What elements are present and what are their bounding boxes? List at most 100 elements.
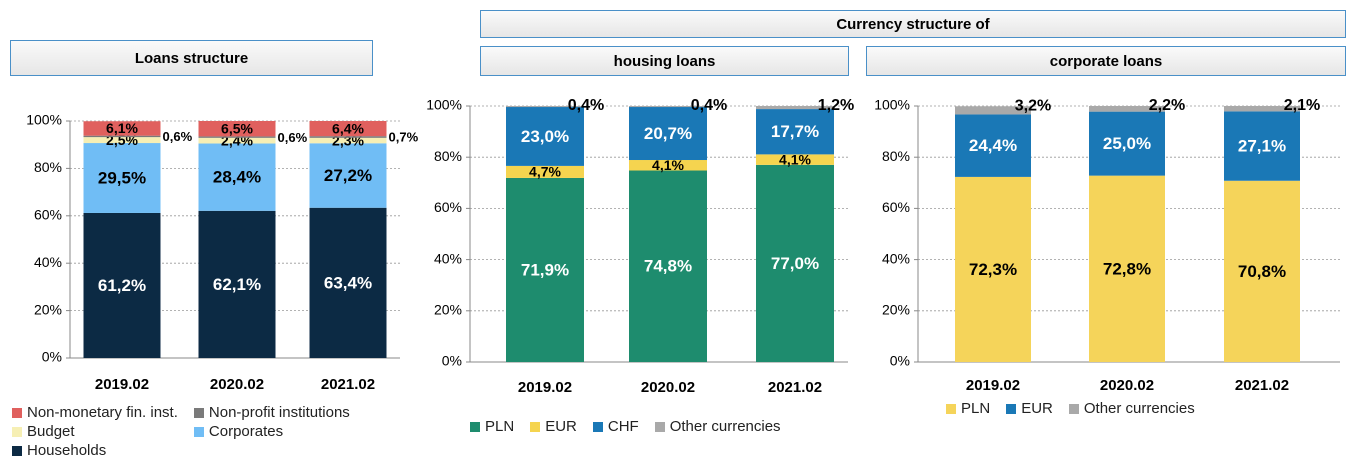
bar-segment xyxy=(506,177,584,362)
data-label: 0,6% xyxy=(278,130,308,145)
bar-segment xyxy=(198,121,276,137)
bar-segment xyxy=(83,143,161,213)
x-tick-label: 2020.02 xyxy=(641,379,695,396)
legend-label: Households xyxy=(27,442,107,459)
legend-label: Corporates xyxy=(208,423,284,440)
data-label: 27,2% xyxy=(324,166,372,185)
legend-item: EUR xyxy=(1006,400,1053,417)
bar-segment xyxy=(756,154,834,165)
y-tick-label: 100% xyxy=(874,97,910,113)
data-label: 4,1% xyxy=(652,157,684,173)
legend: Non-monetary fin. inst. Non-profit instit… xyxy=(12,404,350,459)
legend-item: CHF xyxy=(592,418,639,435)
x-tick-label: 2020.02 xyxy=(210,376,264,393)
bar-segment xyxy=(629,170,707,362)
data-label: 71,9% xyxy=(521,260,569,279)
legend-swatch xyxy=(193,407,204,418)
bar-segment xyxy=(1224,111,1300,181)
bar-segment xyxy=(955,114,1031,177)
bar-segment xyxy=(83,137,161,144)
legend-label: CHF xyxy=(607,418,639,435)
y-tick-label: 0% xyxy=(890,353,910,369)
data-label: 0,4% xyxy=(691,97,727,114)
y-tick-label: 80% xyxy=(34,159,62,175)
bar-segment xyxy=(1224,106,1300,112)
legend: PLN EUR CHF Other currencies xyxy=(470,418,781,435)
y-tick-label: 20% xyxy=(34,301,62,317)
legend-label: Other currencies xyxy=(1083,400,1195,417)
bar-segment xyxy=(629,160,707,171)
y-tick-label: 60% xyxy=(882,199,910,215)
legend-swatch xyxy=(592,421,603,432)
legend-swatch xyxy=(12,445,22,456)
data-label: 1,2% xyxy=(818,97,854,114)
legend-item: Households xyxy=(12,442,178,459)
data-label: 0,7% xyxy=(389,130,419,145)
y-tick-label: 100% xyxy=(26,112,62,128)
data-label: 72,3% xyxy=(969,260,1017,279)
data-label: 6,1% xyxy=(106,120,138,136)
data-label: 3,2% xyxy=(1015,97,1051,114)
header: Currency structure of xyxy=(480,10,1346,38)
bar-segment xyxy=(756,109,834,155)
data-label: 63,4% xyxy=(324,273,372,292)
legend-label: Other currencies xyxy=(669,418,781,435)
x-tick-label: 2019.02 xyxy=(95,376,149,393)
chart-title: Loans structure xyxy=(10,40,373,76)
x-tick-label: 2021.02 xyxy=(768,379,822,396)
data-label: 0,4% xyxy=(568,97,604,114)
bar-segment xyxy=(506,165,584,178)
legend-item: EUR xyxy=(530,418,577,435)
legend-label: EUR xyxy=(1021,400,1053,417)
legend-item: Other currencies xyxy=(1068,400,1195,417)
legend-swatch xyxy=(530,421,541,432)
bar-segment xyxy=(629,106,707,108)
legend: PLN EUR Other currencies xyxy=(946,400,1195,417)
legend-item: PLN xyxy=(470,418,514,435)
x-tick-label: 2019.02 xyxy=(966,377,1020,394)
bar-segment xyxy=(756,106,834,110)
data-label: 6,5% xyxy=(221,120,253,136)
data-label: 23,0% xyxy=(521,127,569,146)
chart-title: housing loans xyxy=(480,46,849,76)
legend-swatch xyxy=(946,403,956,414)
data-label: 61,2% xyxy=(98,276,146,295)
bar-segment xyxy=(309,137,387,144)
y-tick-label: 60% xyxy=(434,199,462,215)
x-tick-label: 2019.02 xyxy=(518,379,572,396)
bar-segment xyxy=(309,143,387,208)
legend-swatch xyxy=(12,426,22,437)
bar-segment xyxy=(309,207,387,358)
legend-item: Budget xyxy=(12,423,178,440)
legend-label: Non-profit institutions xyxy=(208,404,350,421)
data-label: 17,7% xyxy=(771,122,819,141)
data-label: 4,7% xyxy=(529,164,561,180)
legend-label: EUR xyxy=(545,418,577,435)
bar-segment xyxy=(506,107,584,166)
bar-segment xyxy=(1224,180,1300,362)
bar-segment xyxy=(955,176,1031,362)
legend-swatch xyxy=(1068,403,1079,414)
data-label: 4,1% xyxy=(779,151,811,167)
legend-item: Corporates xyxy=(193,423,350,440)
x-tick-label: 2021.02 xyxy=(1235,377,1289,394)
data-label: 25,0% xyxy=(1103,134,1151,153)
bar-segment xyxy=(83,212,161,358)
data-label: 74,8% xyxy=(644,257,692,276)
data-label: 2,1% xyxy=(1284,97,1320,114)
y-tick-label: 100% xyxy=(426,97,462,113)
legend-label: Budget xyxy=(27,423,75,440)
data-label: 62,1% xyxy=(213,275,261,294)
y-tick-label: 80% xyxy=(882,148,910,164)
y-tick-label: 20% xyxy=(434,302,462,318)
bar-segment xyxy=(198,136,276,138)
y-tick-label: 40% xyxy=(434,250,462,266)
y-tick-label: 0% xyxy=(42,349,62,365)
legend-label: Non-monetary fin. inst. xyxy=(27,404,178,421)
data-label: 72,8% xyxy=(1103,259,1151,278)
bar-segment xyxy=(83,135,161,138)
data-label: 77,0% xyxy=(771,254,819,273)
legend-label: PLN xyxy=(961,400,991,417)
